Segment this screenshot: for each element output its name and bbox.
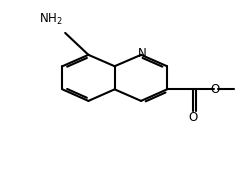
Text: O: O (188, 111, 198, 124)
Text: N: N (138, 47, 147, 60)
Text: NH$_2$: NH$_2$ (39, 12, 63, 27)
Text: O: O (210, 83, 220, 96)
